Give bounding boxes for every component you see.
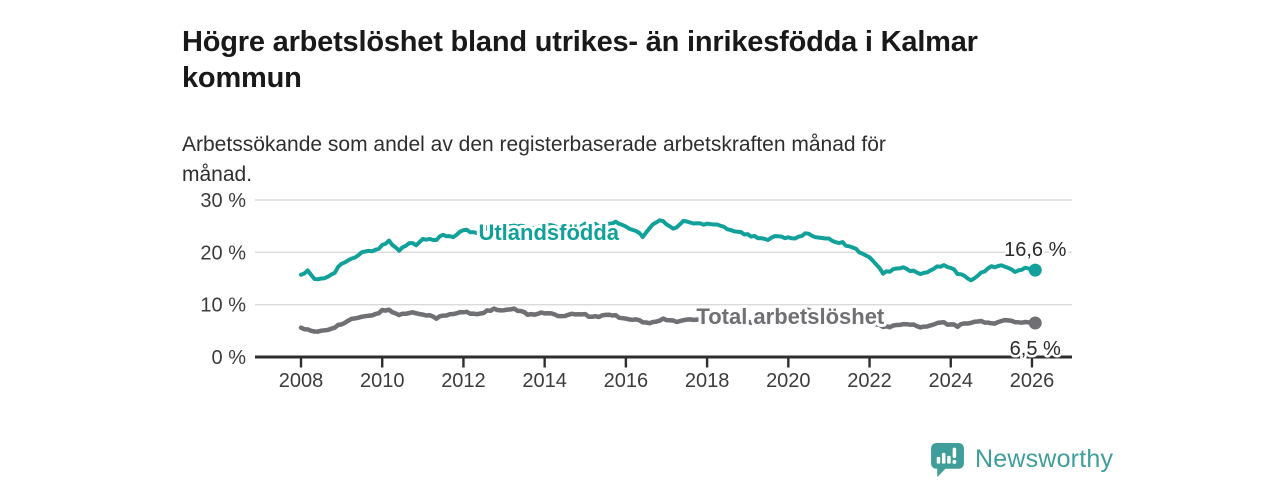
bar-medium [947,455,951,464]
series-end-dot-utlandsfodda [1028,263,1042,277]
x-axis-label-2008: 2008 [279,370,324,392]
series-label-utlandsfodda: Utlandsfödda [478,220,619,245]
page-title: Högre arbetslöshet bland utrikes- än inr… [182,24,1082,96]
page-title-line2: kommun [182,62,302,95]
y-axis-label-0: 0 % [212,347,247,369]
series-line-utlandsfodda [299,218,1038,283]
series-end-value-utlandsfodda: 16,6 % [1004,239,1066,261]
x-axis-label-2010: 2010 [360,370,405,392]
newsworthy-chart-bubble-icon [931,443,964,477]
x-axis-label-2024: 2024 [929,370,974,392]
bar-small [936,456,941,464]
page-title-line1: Högre arbetslöshet bland utrikes- än inr… [182,26,978,59]
brand-footer: Newsworthy [929,441,1113,478]
chart-subtitle-line1: Arbetssökande som andel av den registerb… [182,133,886,156]
x-axis-label-2012: 2012 [441,370,486,392]
brand-wordmark: Newsworthy [975,445,1114,473]
series-end-value-total-arbetsloshet: 6,5 % [1010,338,1061,360]
exclamation-dot [952,459,957,464]
series-label-total-arbetsloshet: Total arbetslöshet [696,304,885,329]
x-axis-label-2018: 2018 [685,370,730,392]
y-axis-label-20: 20 % [200,242,246,264]
chart-subtitle-line2: månad. [182,163,253,186]
y-axis-label-10: 10 % [200,295,246,317]
x-axis-label-2022: 2022 [847,370,892,392]
chart-subtitle: Arbetssökande som andel av den registerb… [182,130,1062,190]
x-axis-label-2026: 2026 [1010,370,1055,392]
x-axis-label-2016: 2016 [604,370,649,392]
series-end-dot-total-arbetsloshet [1028,316,1042,330]
series-line-total-arbetsloshet [298,306,1038,334]
bar-tall [941,452,946,464]
exclamation-bar [952,447,957,458]
y-axis-label-30: 30 % [200,190,246,212]
x-axis-label-2020: 2020 [766,370,811,392]
x-axis-label-2014: 2014 [522,370,567,392]
